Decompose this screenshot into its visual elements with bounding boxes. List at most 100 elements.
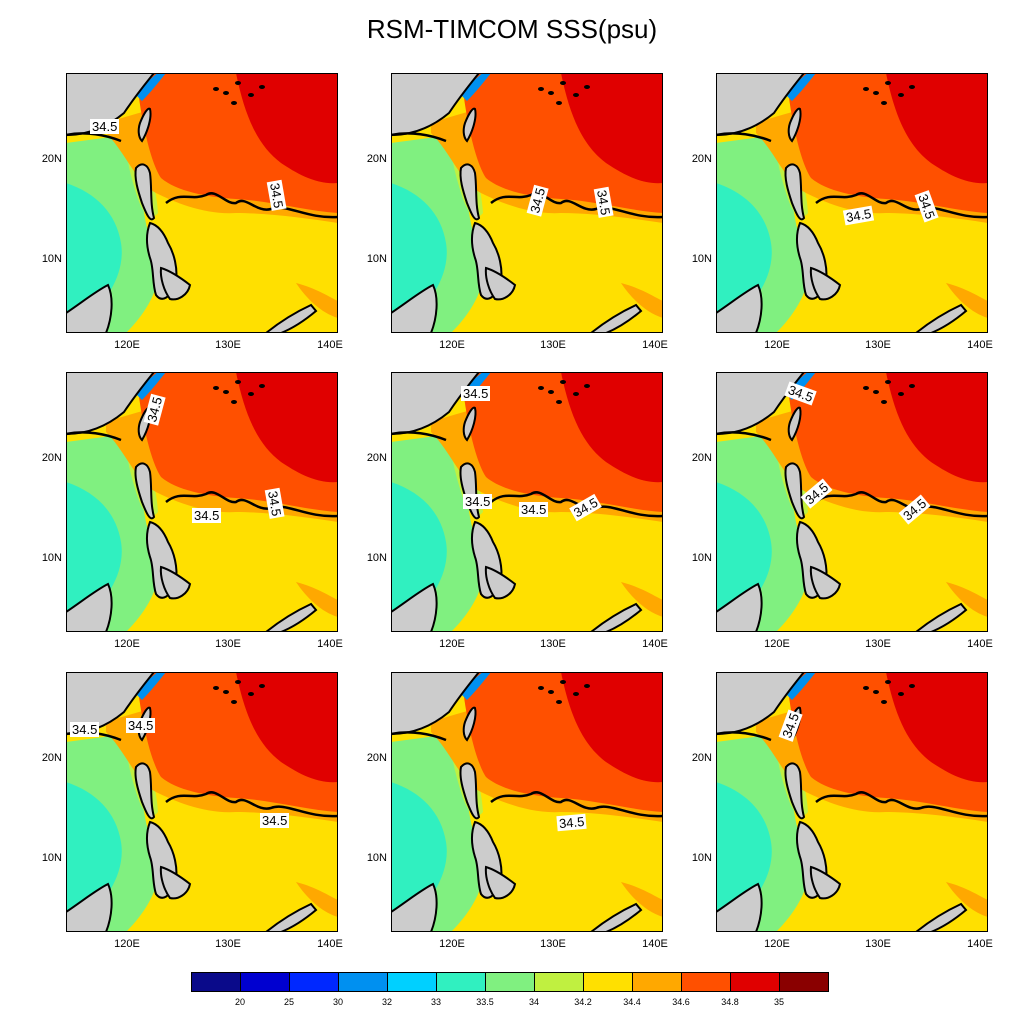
- x-tick-label: 120E: [114, 339, 140, 351]
- island-marker: [560, 680, 566, 684]
- x-tick-label: 140E: [642, 339, 668, 351]
- colorbar-box: [437, 973, 486, 991]
- contour-label: 34.5: [519, 502, 549, 517]
- taiwan-land: [462, 406, 477, 442]
- orange-patch: [946, 582, 988, 617]
- borneo-land: [391, 882, 438, 932]
- map-frame: [391, 672, 663, 932]
- island-marker: [584, 684, 590, 688]
- y-tick-label: 20N: [41, 153, 62, 165]
- high-salinity-red-region: [236, 672, 338, 783]
- contour-label: 34.5: [463, 494, 493, 509]
- map-frame: [66, 73, 338, 333]
- colorbar-tick-label: 30: [332, 997, 343, 1007]
- coastal-fresh-water: [136, 73, 166, 101]
- y-tick-label: 10N: [691, 552, 712, 564]
- coastal-fresh-water: [786, 73, 816, 101]
- y-tick-label: 20N: [366, 752, 387, 764]
- island-marker: [556, 700, 562, 704]
- contour-34-5: [391, 731, 663, 818]
- colorbar-tick-label: 25: [283, 997, 294, 1007]
- luzon-land: [459, 762, 481, 820]
- new-guinea-land: [589, 902, 643, 932]
- island-marker: [885, 380, 891, 384]
- y-tick-label: 10N: [41, 852, 62, 864]
- mindanao-land: [809, 565, 842, 600]
- island-marker: [223, 91, 229, 95]
- island-marker: [538, 386, 544, 390]
- new-guinea-land: [914, 602, 968, 632]
- mindanao-land: [484, 565, 517, 600]
- y-tick-label: 20N: [691, 752, 712, 764]
- x-tick-label: 140E: [967, 938, 993, 950]
- luzon-land: [134, 462, 156, 520]
- x-tick-label: 120E: [439, 339, 465, 351]
- colorbar-tick-label: 34: [528, 997, 539, 1007]
- colorbar-tick-label: 35: [773, 997, 784, 1007]
- contour-34-5: [716, 132, 988, 219]
- coastal-fresh-water: [786, 672, 816, 700]
- island-marker: [248, 692, 254, 696]
- colorbar-tick-label: 34.8: [721, 997, 739, 1007]
- colorbar-box: [192, 973, 241, 991]
- mindanao-land: [809, 865, 842, 900]
- island-marker: [881, 700, 887, 704]
- sss-map: [716, 372, 988, 632]
- island-marker: [560, 380, 566, 384]
- contour-label: 34.5: [70, 722, 100, 737]
- sss-map: [66, 372, 338, 632]
- island-marker: [573, 692, 579, 696]
- contour-34-5: [716, 431, 988, 518]
- map-panel: 20N 10N 120E 130E 140E 34.5 34.5 34.5: [692, 372, 993, 650]
- orange-patch: [296, 283, 338, 318]
- x-tick-label: 120E: [114, 638, 140, 650]
- map-panel: 20N 10N 120E 130E 140E 34.5 34.5: [42, 73, 343, 351]
- colorbar-box: [780, 973, 828, 991]
- x-tick-label: 120E: [439, 938, 465, 950]
- x-tick-label: 140E: [967, 638, 993, 650]
- map-frame: [66, 672, 338, 932]
- island-marker: [231, 400, 237, 404]
- sss-map: [716, 73, 988, 333]
- orange-patch: [621, 582, 663, 617]
- coastal-fresh-water: [461, 672, 491, 700]
- contour-label: 34.5: [90, 119, 120, 134]
- map-panel: 20N 10N 120E 130E 140E 34.5 34.5: [367, 73, 668, 351]
- colorbar-box: [241, 973, 290, 991]
- island-marker: [863, 686, 869, 690]
- contour-34-5: [66, 132, 338, 219]
- island-marker: [898, 93, 904, 97]
- y-tick-label: 20N: [41, 752, 62, 764]
- orange-patch: [946, 882, 988, 917]
- island-marker: [885, 81, 891, 85]
- colorbar-tick-label: 20: [234, 997, 245, 1007]
- colorbar-box: [290, 973, 339, 991]
- colorbar-tick-label: 32: [381, 997, 392, 1007]
- island-marker: [573, 392, 579, 396]
- new-guinea-land: [589, 303, 643, 333]
- x-tick-label: 140E: [317, 638, 343, 650]
- y-tick-label: 20N: [691, 452, 712, 464]
- island-marker: [873, 390, 879, 394]
- high-salinity-red-region: [236, 372, 338, 483]
- island-marker: [556, 400, 562, 404]
- high-salinity-red-region: [886, 73, 988, 184]
- x-tick-label: 140E: [967, 339, 993, 351]
- island-marker: [235, 81, 241, 85]
- orange-patch: [621, 882, 663, 917]
- high-salinity-red-region: [561, 73, 663, 184]
- orange-patch: [946, 283, 988, 318]
- island-marker: [560, 81, 566, 85]
- borneo-land: [716, 882, 763, 932]
- luzon-land: [134, 163, 156, 221]
- luzon-land: [784, 762, 806, 820]
- x-tick-label: 130E: [865, 938, 891, 950]
- luzon-land: [134, 762, 156, 820]
- colorbar-box: [731, 973, 780, 991]
- island-marker: [863, 386, 869, 390]
- high-salinity-red-region: [561, 372, 663, 483]
- map-frame: [66, 372, 338, 632]
- x-tick-label: 120E: [114, 938, 140, 950]
- map-panel: 20N 10N 120E 130E 140E 34.5 34.5 34.5: [42, 372, 343, 650]
- contour-34-5: [391, 132, 663, 219]
